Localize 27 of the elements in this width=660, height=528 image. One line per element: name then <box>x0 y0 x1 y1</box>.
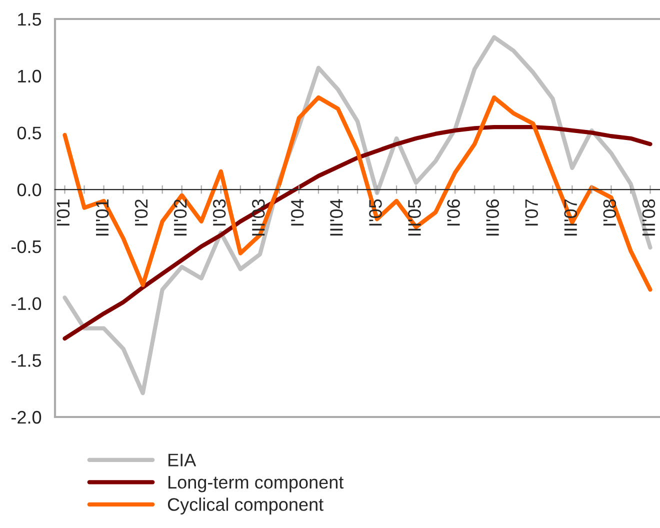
x-tick-label: I'04 <box>291 199 304 226</box>
legend-label: EIA <box>168 454 196 466</box>
x-tick-label: III'06 <box>486 199 499 236</box>
y-tick-label: -1.0 <box>12 297 42 310</box>
y-tick-label: 0.0 <box>17 184 42 196</box>
x-tick-label: III'07 <box>564 200 578 236</box>
y-tick-label: -2.0 <box>12 410 42 424</box>
x-tick-label: III'04 <box>330 199 343 236</box>
x-tick-label: I'01 <box>56 199 70 226</box>
x-tick-label: III'01 <box>96 199 109 236</box>
y-tick-label: -0.5 <box>12 240 42 254</box>
y-tick-label: -1.5 <box>12 354 42 367</box>
x-tick-label: I'07 <box>525 200 538 226</box>
y-tick-label: 1.0 <box>18 70 42 83</box>
x-tick-label: I'03 <box>212 199 226 226</box>
y-tick-label: 1.5 <box>18 13 42 26</box>
x-tick-label: III'03 <box>252 199 265 236</box>
x-tick-label: I'02 <box>134 200 148 226</box>
x-tick-label: III'02 <box>174 200 187 236</box>
x-tick-label: III'08 <box>642 199 656 236</box>
legend-label: Cyclical component <box>168 498 324 514</box>
legend-label: Long-term component <box>168 476 344 492</box>
x-tick-label: I'05 <box>369 199 382 226</box>
x-tick-label: I'06 <box>447 199 460 226</box>
y-tick-label: 0.5 <box>17 126 42 140</box>
x-tick-label: III'05 <box>408 199 421 236</box>
x-tick-label: I'08 <box>603 199 616 226</box>
